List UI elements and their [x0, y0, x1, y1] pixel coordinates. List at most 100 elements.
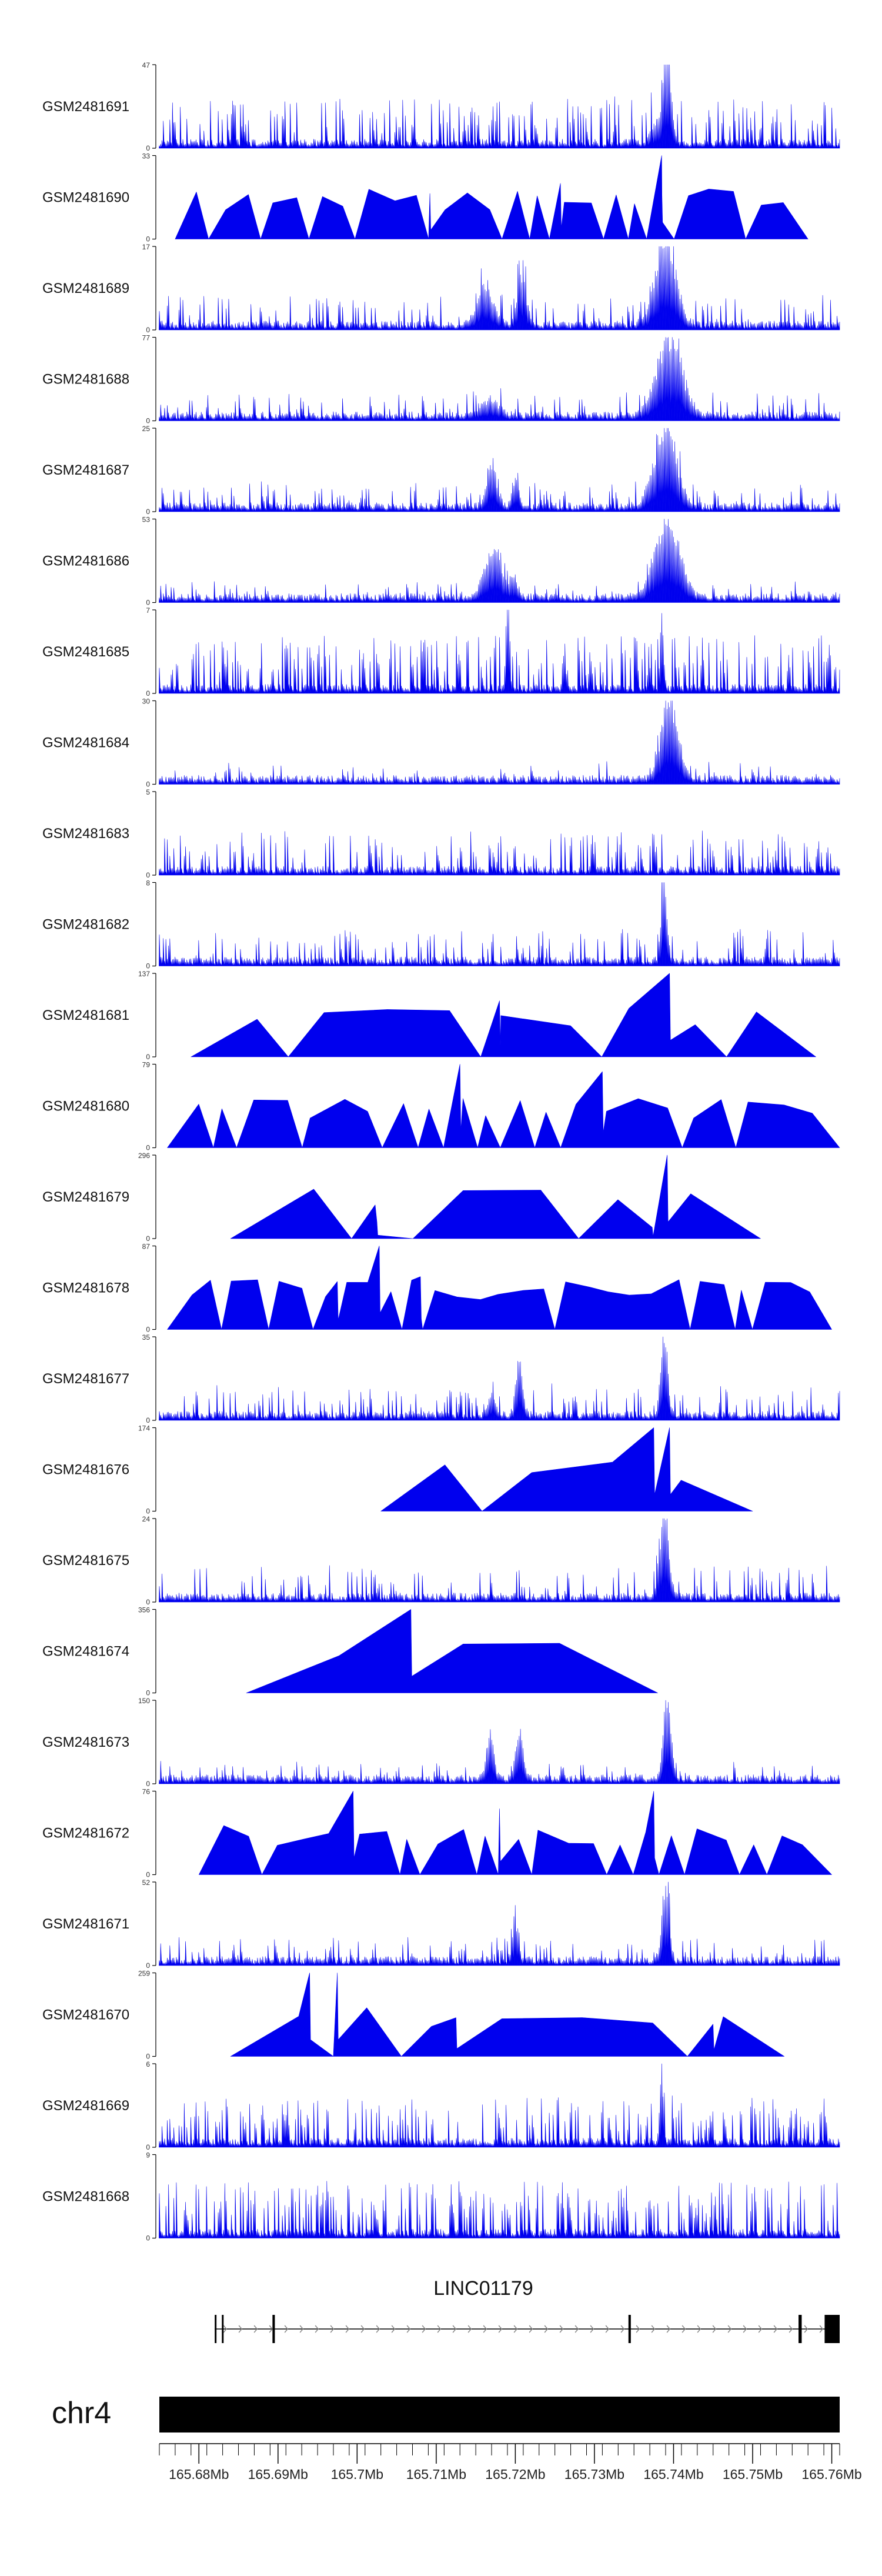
signal-track: GSM2481690 33 0 — [42, 152, 808, 243]
x-axis-tick-label: 165.76Mb — [801, 2467, 861, 2482]
signal-track: GSM2481675 24 0 — [42, 1515, 840, 1606]
gene-annotation-track: LINC01179 — [215, 2277, 840, 2343]
y-zero-label: 0 — [146, 508, 150, 516]
signal-track: GSM2481677 35 0 — [42, 1333, 840, 1424]
strand-arrow — [605, 2325, 610, 2333]
track-label: GSM2481668 — [42, 2189, 129, 2205]
strand-arrow — [681, 2325, 686, 2333]
y-zero-label: 0 — [146, 1416, 150, 1424]
signal-track: GSM2481680 79 0 — [42, 1061, 840, 1152]
y-zero-label: 0 — [146, 1507, 150, 1516]
y-zero-label: 0 — [146, 1780, 150, 1788]
y-max-label: 35 — [142, 1333, 151, 1342]
chromosome-label: chr4 — [52, 2396, 111, 2430]
signal-area — [159, 337, 840, 421]
signal-track: GSM2481676 174 0 — [42, 1424, 753, 1516]
strand-arrow — [666, 2325, 671, 2333]
y-max-label: 77 — [142, 334, 151, 342]
x-axis-tick-label: 165.68Mb — [169, 2467, 229, 2482]
gene-exon — [799, 2315, 802, 2343]
track-label: GSM2481670 — [42, 2007, 129, 2023]
signal-track: GSM2481674 356 0 — [42, 1606, 658, 1697]
signal-area — [159, 1336, 840, 1421]
y-zero-label: 0 — [146, 1326, 150, 1334]
strand-arrow — [590, 2325, 594, 2333]
strand-arrow — [743, 2325, 747, 2333]
y-zero-label: 0 — [146, 1961, 150, 1970]
y-zero-label: 0 — [146, 871, 150, 879]
x-axis-tick-label: 165.7Mb — [331, 2467, 384, 2482]
signal-area — [159, 2063, 840, 2148]
y-zero-label: 0 — [146, 689, 150, 698]
track-label: GSM2481681 — [42, 1007, 129, 1023]
track-label: GSM2481673 — [42, 1734, 129, 1750]
signal-track: GSM2481686 53 0 — [42, 516, 840, 607]
strand-arrow — [269, 2325, 273, 2333]
track-label: GSM2481683 — [42, 826, 129, 842]
strand-arrow — [330, 2325, 335, 2333]
chromosome-bar — [159, 2397, 840, 2432]
track-label: GSM2481686 — [42, 553, 129, 569]
signal-track: GSM2481688 77 0 — [42, 334, 840, 425]
signal-area — [199, 1791, 832, 1875]
track-label: GSM2481690 — [42, 190, 129, 206]
strand-arrow — [284, 2325, 289, 2333]
strand-arrow — [223, 2325, 228, 2333]
y-max-label: 53 — [142, 516, 151, 524]
track-label: GSM2481684 — [42, 735, 129, 751]
track-label: GSM2481678 — [42, 1280, 129, 1296]
strand-arrow — [636, 2325, 640, 2333]
strand-arrow — [498, 2325, 503, 2333]
signal-track: GSM2481691 47 0 — [42, 61, 840, 152]
strand-arrow — [712, 2325, 717, 2333]
x-axis-tick-label: 165.71Mb — [406, 2467, 466, 2482]
strand-arrow — [651, 2325, 656, 2333]
signal-area — [159, 1700, 840, 1784]
strand-arrow — [697, 2325, 701, 2333]
signal-area — [230, 1154, 761, 1239]
signal-tracks: GSM2481691470GSM2481690330GSM2481689170G… — [42, 61, 840, 2243]
signal-track: GSM2481687 25 0 — [42, 425, 840, 516]
y-max-label: 6 — [146, 2060, 150, 2068]
gene-exon — [824, 2315, 840, 2343]
y-max-label: 296 — [138, 1152, 150, 1160]
strand-arrow — [529, 2325, 533, 2333]
signal-track: GSM2481673 150 0 — [42, 1697, 840, 1788]
gene-exon — [215, 2315, 217, 2343]
y-zero-label: 0 — [146, 962, 150, 970]
signal-track: GSM2481679 296 0 — [42, 1152, 761, 1243]
signal-area — [167, 1064, 840, 1148]
signal-track: GSM2481672 76 0 — [42, 1788, 832, 1879]
strand-arrow — [376, 2325, 380, 2333]
strand-arrow — [253, 2325, 258, 2333]
x-axis-tick-label: 165.72Mb — [485, 2467, 545, 2482]
signal-area — [175, 155, 808, 239]
y-zero-label: 0 — [146, 2143, 150, 2151]
signal-track: GSM2481683 5 0 — [42, 788, 840, 879]
signal-track: GSM2481684 30 0 — [42, 698, 840, 789]
strand-arrow — [773, 2325, 778, 2333]
strand-arrow — [406, 2325, 411, 2333]
signal-area — [167, 1246, 832, 1330]
gene-exon — [222, 2315, 224, 2343]
y-zero-label: 0 — [146, 1689, 150, 1697]
y-max-label: 5 — [146, 788, 150, 796]
signal-area — [246, 1609, 658, 1693]
track-label: GSM2481682 — [42, 917, 129, 933]
strand-arrow — [559, 2325, 564, 2333]
signal-area — [159, 609, 840, 694]
y-max-label: 24 — [142, 1515, 151, 1523]
x-axis-tick-label: 165.73Mb — [564, 2467, 624, 2482]
x-axis-tick-label: 165.74Mb — [643, 2467, 703, 2482]
y-max-label: 259 — [138, 1970, 150, 1978]
signal-track: GSM2481685 7 0 — [42, 606, 840, 698]
gene-exon — [272, 2315, 275, 2343]
signal-area — [230, 1973, 785, 2057]
signal-area — [159, 882, 840, 966]
strand-arrow — [422, 2325, 426, 2333]
y-zero-label: 0 — [146, 144, 150, 152]
y-max-label: 9 — [146, 2151, 150, 2160]
signal-area — [191, 973, 816, 1057]
signal-track: GSM2481669 6 0 — [42, 2060, 840, 2151]
